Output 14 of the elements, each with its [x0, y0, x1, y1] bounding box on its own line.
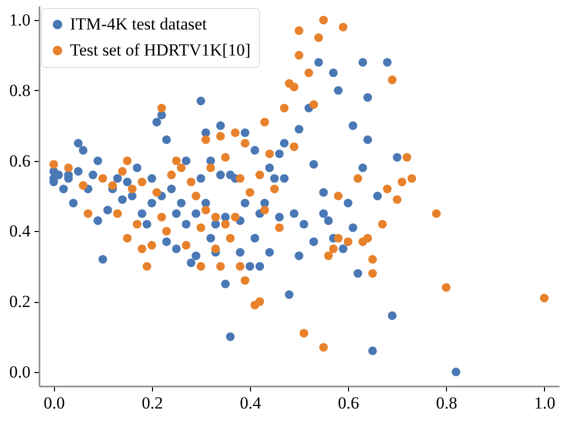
y-tick-label: 0.0 — [9, 362, 30, 382]
y-tick-label: 0.8 — [9, 80, 30, 100]
x-tick-label: 0.8 — [436, 394, 458, 412]
legend-label: Test set of HDRTV1K[10] — [70, 40, 251, 60]
x-tick-label: 0.6 — [338, 394, 360, 412]
x-tick-label: 1.0 — [534, 394, 556, 412]
y-tick-label: 0.6 — [9, 151, 30, 170]
y-tick-label: 1.0 — [9, 10, 30, 30]
x-tick-label: 0.2 — [142, 394, 163, 412]
legend-label: ITM-4K test dataset — [70, 14, 208, 34]
x-tick-label: 0.0 — [44, 394, 65, 412]
x-tick-label: 0.4 — [240, 394, 262, 412]
y-tick-label: 0.4 — [9, 222, 31, 241]
y-tick-label: 0.2 — [9, 292, 30, 312]
